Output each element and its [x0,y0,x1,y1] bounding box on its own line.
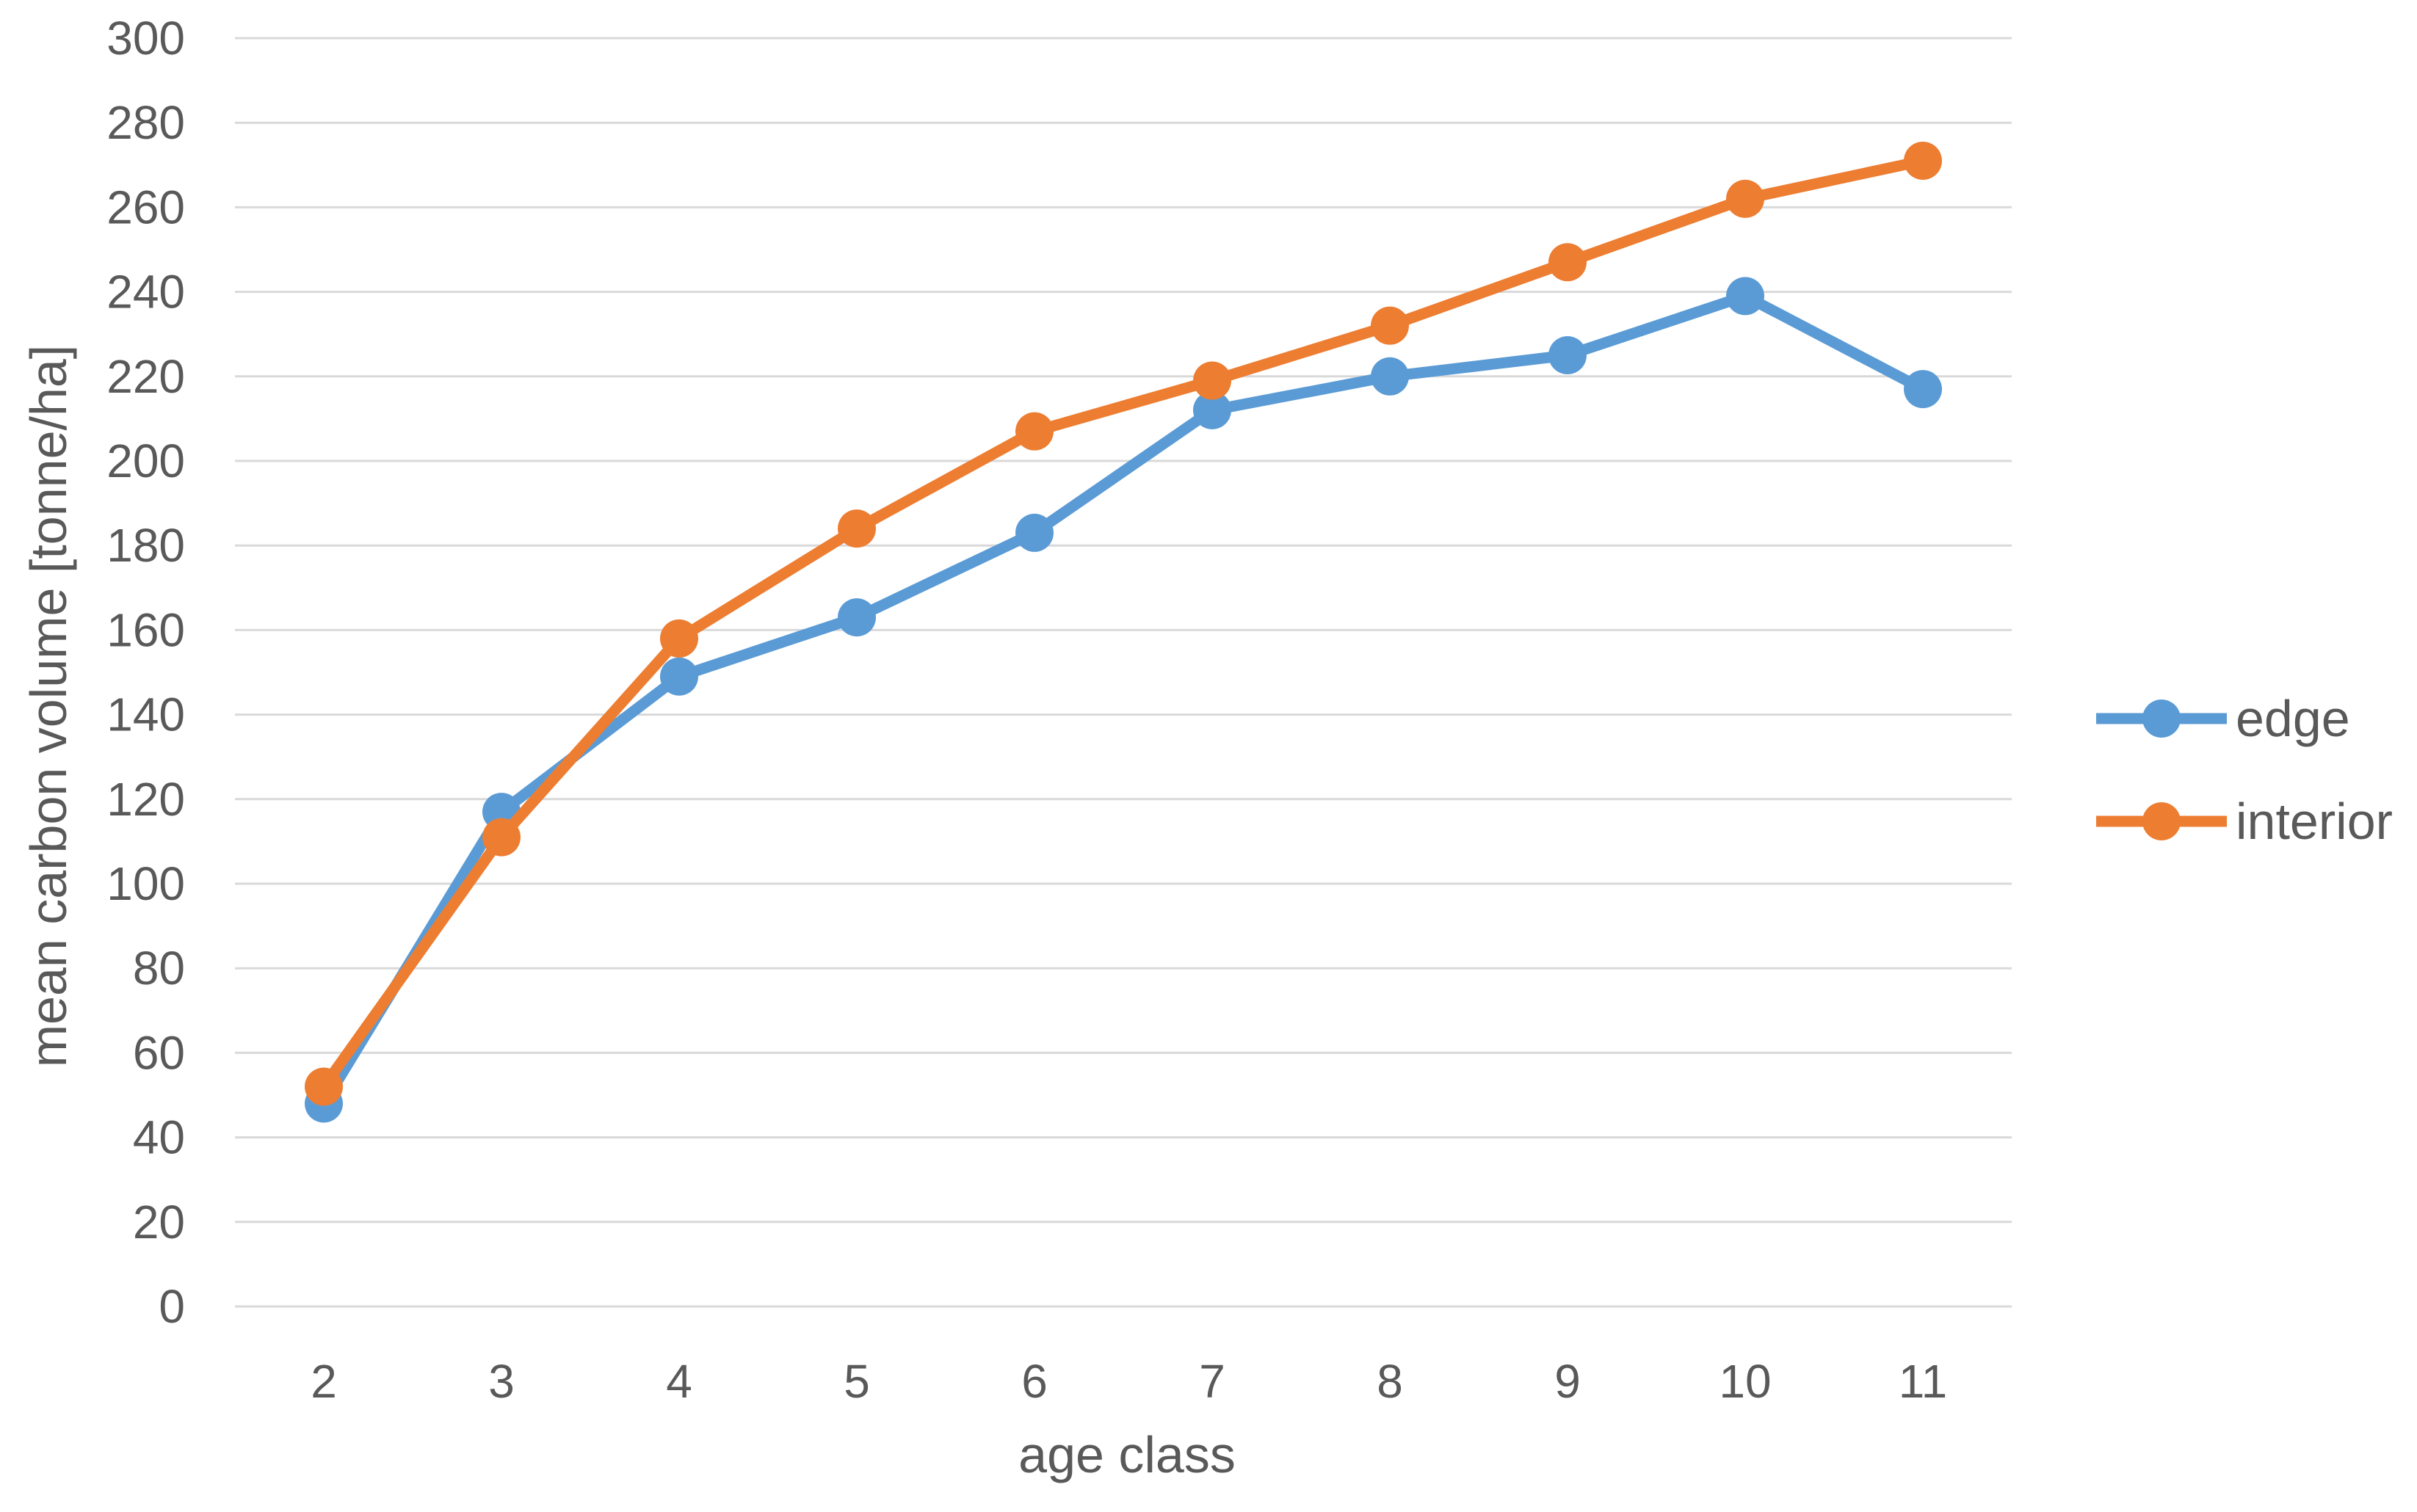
series-interior [305,142,1942,1106]
x-tick-label: 7 [1199,1355,1225,1408]
y-tick-label: 20 [133,1196,185,1249]
data-point-marker [1548,336,1587,374]
x-axis-title: age class [1018,1426,1236,1483]
x-tick-label: 2 [311,1355,337,1408]
legend: edge interior [2095,687,2393,853]
y-tick-labels: 0 20 40 60 80 100 120 140 160 180 200 220 240 260 280 3… [106,12,185,1333]
interior-series-swatch-icon [2096,802,2227,840]
legend-item-interior: interior [2095,790,2393,853]
data-point-marker [1726,179,1764,218]
legend-label-interior: interior [2236,793,2393,850]
data-point-marker [305,1067,343,1106]
y-tick-label: 60 [133,1026,185,1079]
y-tick-label: 0 [159,1280,185,1333]
x-tick-label: 4 [666,1355,692,1408]
x-tick-labels: 2 3 4 5 6 7 8 9 10 11 [311,1355,1947,1408]
y-tick-label: 100 [106,857,185,910]
legend-label-edge: edge [2236,690,2350,747]
y-tick-label: 160 [106,603,185,656]
x-tick-label: 6 [1021,1355,1048,1408]
y-tick-label: 280 [106,96,185,149]
x-tick-label: 9 [1554,1355,1581,1408]
x-tick-label: 10 [1719,1355,1771,1408]
y-tick-label: 180 [106,519,185,572]
y-tick-label: 40 [133,1111,185,1164]
x-tick-label: 3 [488,1355,515,1408]
x-tick-label: 5 [844,1355,870,1408]
data-point-marker [1726,277,1764,316]
data-point-marker [1371,357,1409,396]
data-point-marker [1548,243,1587,282]
data-point-marker [838,509,876,548]
gridlines [235,37,2012,1308]
edge-series-swatch-icon [2096,699,2227,738]
y-tick-label: 140 [106,688,185,741]
y-tick-label: 240 [106,266,185,319]
y-tick-label: 300 [106,12,185,65]
y-tick-label: 260 [106,181,185,233]
data-point-marker [1904,370,1942,409]
y-tick-label: 200 [106,435,185,487]
x-tick-label: 8 [1377,1355,1403,1408]
data-point-marker [1015,412,1054,451]
x-tick-label: 11 [1899,1355,1947,1408]
y-tick-label: 220 [106,350,185,403]
data-point-marker [482,818,521,857]
data-point-marker [1193,390,1231,429]
data-point-marker [1193,361,1231,400]
data-point-marker [660,657,698,696]
y-tick-label: 80 [133,942,185,995]
data-point-marker [1015,513,1054,552]
data-point-marker [660,619,698,658]
y-tick-label: 120 [106,773,185,826]
legend-item-edge: edge [2095,687,2393,750]
data-point-marker [1371,306,1409,345]
data-point-marker [838,598,876,637]
y-axis-title: mean carbon volume [tonne/ha] [20,344,77,1068]
data-point-marker [1904,142,1942,181]
